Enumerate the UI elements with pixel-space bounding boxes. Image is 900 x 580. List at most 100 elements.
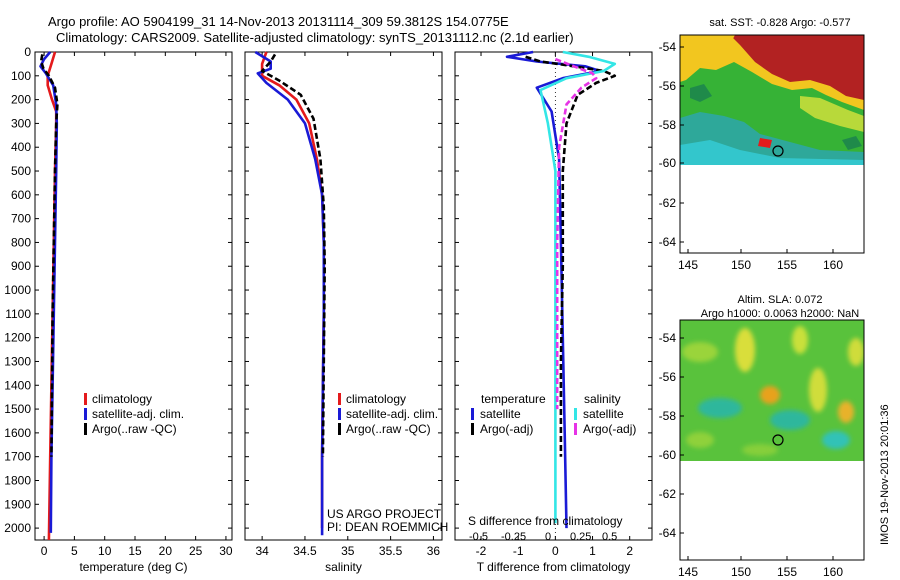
x-tick-label: 25	[189, 544, 203, 558]
map-y-tick-label: -60	[659, 156, 677, 170]
salinity-panel: 34 34.5 35 35.5 36 salinity	[244, 50, 443, 574]
legend-swatch-argo	[84, 423, 87, 435]
top-tick-label: -0.5	[469, 531, 488, 543]
map-y-tick-label: -60	[659, 448, 677, 462]
figure-title-line1: Argo profile: AO 5904199_31 14-Nov-2013 …	[48, 14, 509, 29]
y-tick-label: 300	[11, 116, 31, 130]
y-tick-label: 2000	[4, 521, 31, 535]
y-tick-label: 1300	[4, 354, 31, 368]
x-axis-label: T difference from climatology	[477, 560, 631, 574]
map-x-tick-label: 160	[823, 565, 843, 579]
sst-map-frame	[679, 34, 865, 254]
x-tick-label: 2	[626, 544, 633, 558]
y-tick-label: 0	[24, 45, 31, 59]
legend-heading-salinity: salinity	[584, 392, 621, 406]
x-tick-label: 5	[71, 544, 78, 558]
legend-label-climatology: climatology	[92, 392, 152, 406]
legend-label-satellite: satellite-adj. clim.	[346, 407, 438, 421]
legend-label-t-satellite: satellite	[480, 407, 521, 421]
x-tick-label: -1	[513, 544, 524, 558]
x-tick-label: -2	[476, 544, 487, 558]
x-tick-label: 10	[98, 544, 112, 558]
map-y-tick-label: -64	[659, 235, 677, 249]
map-y-tick-label: -58	[659, 409, 677, 423]
legend-swatch-satellite	[338, 408, 341, 420]
y-tick-label: 500	[11, 164, 31, 178]
series-line	[254, 50, 326, 536]
y-tick-label: 200	[11, 93, 31, 107]
series-line	[39, 51, 59, 533]
y-tick-label: 1800	[4, 473, 31, 487]
legend-label-argo: Argo(..raw -QC)	[346, 422, 431, 436]
map-x-tick-label: 160	[823, 258, 843, 272]
sla-map-axes: -54 -56 -58 -60 -62 -64 145 150 155 160	[659, 331, 844, 579]
temperature-panel: 0 5 10 15 20 25 30 temperature (deg C) 0 100 200 30…	[4, 45, 233, 574]
x-tick-label: 35.5	[379, 544, 403, 558]
x-tick-label: 34	[255, 544, 269, 558]
x-tick-label: 30	[219, 544, 233, 558]
timestamp-label: IMOS 19-Nov-2013 20:01:36	[879, 404, 891, 545]
legend-heading-temperature: temperature	[481, 392, 546, 406]
map-y-tick-label: -64	[659, 526, 677, 540]
y-tick-label: 100	[11, 69, 31, 83]
y-tick-label: 1200	[4, 331, 31, 345]
x-axis-label: salinity	[325, 560, 362, 574]
sst-field	[680, 35, 864, 165]
sla-map-frame	[679, 319, 865, 561]
plot-frame	[34, 51, 233, 541]
map-y-tick-label: -58	[659, 118, 677, 132]
y-tick-label: 1900	[4, 497, 31, 511]
x-tick-label: 34.5	[293, 544, 317, 558]
legend-label-s-satellite: satellite	[583, 407, 624, 421]
legend-swatch-argo	[338, 423, 341, 435]
x-tick-label: 0	[552, 544, 559, 558]
legend-swatch-t-argo	[471, 423, 474, 435]
salinity-legend: climatology satellite-adj. clim. Argo(..…	[338, 392, 438, 436]
map-y-tick-label: -54	[659, 40, 677, 54]
sla-map: -54 -56 -58 -60 -62 -64 145 150 155 160	[659, 319, 865, 579]
legend-swatch-s-satellite	[574, 408, 577, 420]
y-tick-label: 1100	[5, 307, 31, 321]
map-x-tick-label: 145	[678, 258, 698, 272]
y-tick-label: 800	[11, 235, 31, 249]
difference-panel: -2 -1 0 1 2 T difference from climatology	[454, 50, 653, 574]
y-tick-label: 600	[11, 188, 31, 202]
map-y-tick-label: -62	[659, 487, 677, 501]
legend-label-satellite: satellite-adj. clim.	[92, 407, 184, 421]
legend-label-climatology: climatology	[346, 392, 406, 406]
series-line	[505, 50, 602, 529]
sla-map-title-line2: Argo h1000: 0.0063 h2000: NaN	[701, 308, 859, 320]
series-line	[539, 50, 617, 524]
legend-swatch-satellite	[84, 408, 87, 420]
legend-label-s-argo: Argo(-adj)	[583, 422, 636, 436]
sla-map-title-line1: Altim. SLA: 0.072	[738, 294, 823, 306]
temperature-legend: climatology satellite-adj. clim. Argo(..…	[84, 392, 184, 436]
x-tick-label: 20	[159, 544, 173, 558]
map-x-tick-label: 155	[777, 258, 797, 272]
map-y-tick-label: -56	[659, 79, 677, 93]
top-tick-label: 0.25	[570, 531, 591, 543]
map-x-tick-label: 155	[777, 565, 797, 579]
legend-label-argo: Argo(..raw -QC)	[92, 422, 177, 436]
map-x-tick-label: 150	[731, 565, 751, 579]
sst-map-title: sat. SST: -0.828 Argo: -0.577	[709, 17, 850, 29]
top-tick-label: 0.5	[602, 531, 617, 543]
y-tick-label: 900	[11, 259, 31, 273]
series-line	[39, 54, 59, 457]
sla-field	[680, 320, 864, 461]
legend-swatch-climatology	[338, 393, 341, 405]
top-tick-label: 0	[545, 531, 551, 543]
plot-frame	[454, 51, 653, 541]
y-tick-label: 1400	[4, 378, 31, 392]
y-tick-label: 1000	[4, 283, 31, 297]
map-y-tick-label: -62	[659, 196, 677, 210]
x-tick-label: 15	[128, 544, 142, 558]
argo-location-marker	[772, 145, 784, 157]
map-x-tick-label: 145	[678, 565, 698, 579]
difference-legend: temperature satellite Argo(-adj) salinit…	[471, 392, 636, 436]
figure-title-line2: Climatology: CARS2009. Satellite-adjuste…	[56, 30, 574, 45]
argo-location-marker	[772, 434, 784, 446]
series-line	[260, 53, 327, 457]
